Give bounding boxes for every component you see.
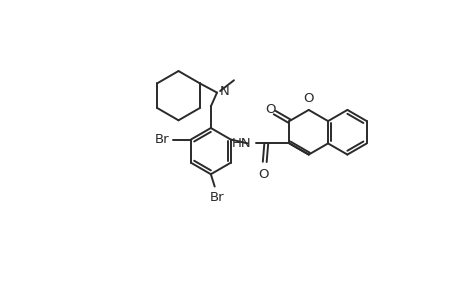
Text: O: O xyxy=(257,168,268,181)
Text: O: O xyxy=(303,92,313,105)
Text: Br: Br xyxy=(209,191,224,204)
Text: HN: HN xyxy=(231,137,250,150)
Text: O: O xyxy=(264,103,274,116)
Text: N: N xyxy=(219,85,230,98)
Text: Br: Br xyxy=(154,133,169,146)
